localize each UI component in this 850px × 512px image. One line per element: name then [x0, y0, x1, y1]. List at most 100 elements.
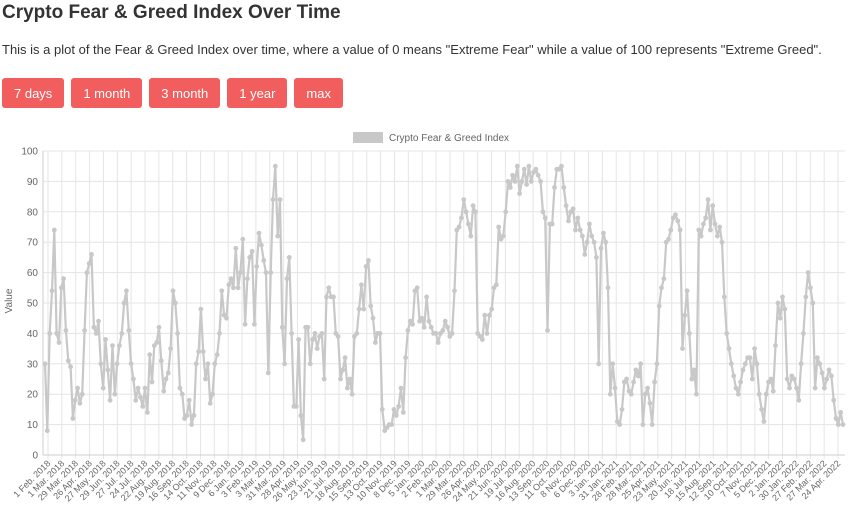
- data-point[interactable]: [833, 416, 839, 421]
- data-point[interactable]: [535, 172, 541, 178]
- data-point[interactable]: [161, 388, 167, 394]
- data-point[interactable]: [300, 437, 306, 443]
- data-point[interactable]: [156, 324, 162, 330]
- data-point[interactable]: [712, 221, 718, 227]
- data-point[interactable]: [49, 288, 55, 294]
- data-point[interactable]: [580, 233, 585, 239]
- data-point[interactable]: [808, 285, 813, 291]
- data-point[interactable]: [282, 361, 287, 367]
- data-point[interactable]: [803, 294, 809, 300]
- data-point[interactable]: [205, 361, 211, 367]
- data-point[interactable]: [145, 410, 150, 415]
- data-point[interactable]: [391, 407, 397, 412]
- data-point[interactable]: [559, 163, 564, 169]
- data-point[interactable]: [366, 258, 371, 263]
- data-point[interactable]: [752, 346, 757, 351]
- data-point[interactable]: [452, 288, 457, 294]
- data-point[interactable]: [354, 331, 360, 336]
- data-point[interactable]: [249, 248, 255, 254]
- data-point[interactable]: [666, 236, 671, 242]
- data-point[interactable]: [717, 224, 723, 230]
- data-point[interactable]: [368, 303, 374, 309]
- data-point[interactable]: [196, 349, 202, 354]
- data-point[interactable]: [172, 300, 178, 306]
- data-point[interactable]: [552, 185, 557, 190]
- data-point[interactable]: [400, 410, 406, 415]
- data-point[interactable]: [835, 422, 841, 427]
- data-point[interactable]: [58, 285, 64, 291]
- data-point[interactable]: [684, 288, 690, 294]
- data-point[interactable]: [186, 397, 192, 403]
- data-point[interactable]: [124, 288, 129, 294]
- legend[interactable]: Crypto Fear & Greed Index: [353, 132, 509, 144]
- data-point[interactable]: [487, 312, 492, 318]
- data-point[interactable]: [284, 276, 290, 282]
- data-point[interactable]: [252, 321, 257, 327]
- data-point[interactable]: [759, 407, 764, 412]
- data-point[interactable]: [645, 385, 650, 391]
- data-point[interactable]: [540, 209, 546, 215]
- data-point[interactable]: [824, 376, 830, 382]
- data-point[interactable]: [735, 391, 741, 397]
- data-point[interactable]: [307, 361, 313, 367]
- data-point[interactable]: [279, 324, 285, 330]
- data-point[interactable]: [503, 209, 509, 215]
- data-point[interactable]: [587, 221, 592, 227]
- data-point[interactable]: [801, 331, 806, 336]
- data-point[interactable]: [705, 197, 711, 202]
- data-point[interactable]: [517, 191, 522, 196]
- data-point[interactable]: [426, 318, 432, 324]
- data-point[interactable]: [582, 252, 588, 257]
- data-point[interactable]: [466, 221, 471, 227]
- data-point[interactable]: [84, 270, 90, 275]
- data-point[interactable]: [231, 285, 236, 291]
- data-point[interactable]: [563, 203, 569, 209]
- data-point[interactable]: [310, 337, 315, 342]
- data-point[interactable]: [575, 215, 581, 221]
- data-point[interactable]: [435, 340, 441, 345]
- data-point[interactable]: [840, 422, 846, 427]
- data-point[interactable]: [110, 343, 115, 348]
- data-point[interactable]: [424, 294, 429, 300]
- data-point[interactable]: [277, 197, 283, 202]
- data-point[interactable]: [605, 285, 611, 291]
- data-point[interactable]: [456, 224, 462, 230]
- data-point[interactable]: [777, 315, 783, 321]
- data-point[interactable]: [207, 400, 213, 406]
- data-point[interactable]: [361, 306, 367, 312]
- range-7-days-button[interactable]: 7 days: [2, 78, 65, 108]
- data-point[interactable]: [473, 209, 478, 215]
- data-point[interactable]: [421, 324, 427, 330]
- data-point[interactable]: [247, 255, 253, 260]
- data-point[interactable]: [70, 416, 76, 421]
- data-point[interactable]: [675, 218, 681, 224]
- data-point[interactable]: [396, 404, 401, 409]
- data-point[interactable]: [715, 233, 720, 239]
- data-point[interactable]: [219, 288, 225, 294]
- data-point[interactable]: [738, 379, 743, 385]
- data-point[interactable]: [628, 391, 634, 397]
- data-point[interactable]: [163, 376, 169, 382]
- data-point[interactable]: [533, 166, 539, 172]
- data-point[interactable]: [489, 306, 495, 312]
- data-point[interactable]: [631, 379, 636, 385]
- data-point[interactable]: [756, 391, 762, 397]
- data-point[interactable]: [815, 355, 820, 361]
- data-point[interactable]: [335, 334, 341, 339]
- data-point[interactable]: [505, 179, 511, 184]
- data-point[interactable]: [589, 233, 595, 239]
- data-point[interactable]: [340, 367, 346, 373]
- data-point[interactable]: [538, 179, 543, 184]
- data-point[interactable]: [138, 394, 143, 400]
- data-point[interactable]: [708, 227, 713, 233]
- data-point[interactable]: [154, 340, 160, 345]
- data-point[interactable]: [819, 370, 825, 376]
- data-point[interactable]: [191, 413, 197, 418]
- data-point[interactable]: [617, 422, 623, 427]
- data-point[interactable]: [89, 252, 94, 257]
- data-point[interactable]: [710, 203, 716, 209]
- data-point[interactable]: [370, 315, 376, 321]
- data-point[interactable]: [107, 397, 113, 403]
- data-point[interactable]: [661, 276, 667, 282]
- data-point[interactable]: [829, 373, 834, 379]
